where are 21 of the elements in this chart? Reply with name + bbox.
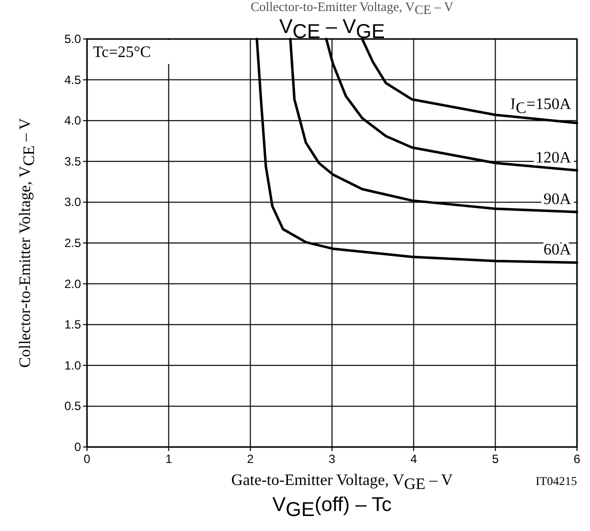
y-tick-label: 1.0 [64,358,82,372]
x-tick-label: 1 [165,452,172,466]
y-tick-label: 4.0 [64,114,82,128]
y-tick-label: 5.0 [64,32,82,46]
y-tick-label: 2.0 [64,276,82,291]
text: IT04215 [536,474,577,488]
x-tick-label: 2 [246,452,254,466]
series-label: 60A [543,242,572,259]
x-tick-label: 3 [328,452,336,466]
y-tick-label: 2.5 [64,236,82,250]
x-tick-label: 6 [574,452,581,466]
x-tick-label: 5 [492,452,499,466]
x-tick-label: 4 [410,452,418,466]
y-tick-label: 4.5 [64,72,82,87]
y-tick-label: 1.5 [64,318,82,332]
y-tick-label: 3.0 [64,195,82,210]
y-tick-label: 0 [74,440,82,454]
y-tick-label: 0.5 [64,399,82,414]
x-tick-label: 0 [84,452,91,466]
y-tick-label: 3.5 [64,154,82,168]
annotation: Tc=25°C [93,44,151,61]
